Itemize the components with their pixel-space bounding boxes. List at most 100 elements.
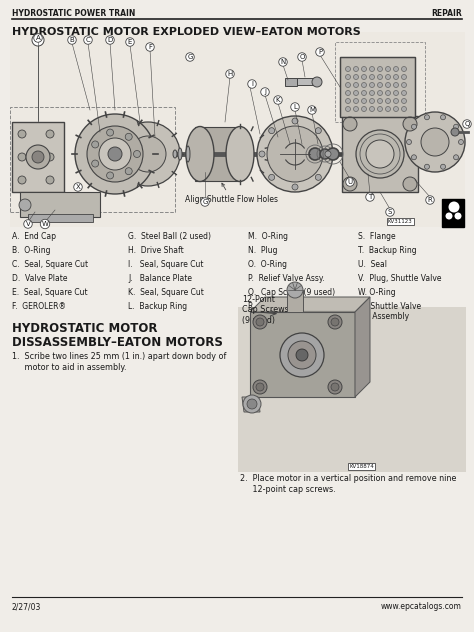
Bar [250, 319, 355, 322]
Circle shape [309, 148, 321, 160]
Bar [12, 122, 64, 192]
Bar [442, 199, 464, 227]
Bar [250, 394, 355, 397]
Ellipse shape [226, 126, 254, 181]
Text: E: E [128, 39, 132, 45]
Circle shape [454, 155, 458, 160]
Circle shape [292, 184, 298, 190]
Text: I.   Seal, Square Cut: I. Seal, Square Cut [128, 260, 203, 269]
Text: Q: Q [465, 121, 470, 127]
Bar [20, 192, 100, 217]
Circle shape [320, 149, 330, 159]
Text: H: H [228, 71, 233, 77]
Bar [250, 310, 355, 313]
Circle shape [362, 66, 366, 71]
Circle shape [385, 107, 391, 111]
Text: F.  GEROLER®: F. GEROLER® [12, 302, 66, 311]
Circle shape [401, 75, 407, 80]
Text: A: A [36, 35, 40, 41]
Bar [250, 313, 355, 316]
Circle shape [377, 83, 383, 87]
Text: R: R [428, 197, 432, 203]
Text: H.  Drive Shaft: H. Drive Shaft [128, 246, 184, 255]
Circle shape [403, 117, 417, 131]
Text: I: I [251, 81, 253, 87]
Circle shape [315, 128, 321, 133]
Circle shape [75, 114, 155, 194]
Circle shape [256, 318, 264, 326]
Text: T.  Backup Ring: T. Backup Ring [358, 246, 417, 255]
Circle shape [134, 150, 140, 157]
Circle shape [346, 66, 350, 71]
Circle shape [108, 147, 122, 161]
Circle shape [243, 395, 261, 413]
Ellipse shape [186, 126, 214, 181]
Circle shape [312, 77, 322, 87]
Circle shape [18, 176, 26, 184]
Circle shape [87, 126, 143, 182]
Circle shape [343, 117, 357, 131]
Circle shape [393, 66, 399, 71]
Polygon shape [355, 297, 370, 397]
Circle shape [405, 112, 465, 172]
Bar [10, 32, 465, 227]
Circle shape [296, 349, 308, 361]
Circle shape [458, 140, 464, 145]
Text: J: J [264, 89, 266, 95]
Circle shape [292, 118, 298, 124]
Circle shape [370, 83, 374, 87]
Circle shape [370, 99, 374, 104]
Text: N: N [281, 59, 286, 65]
Bar [250, 388, 355, 391]
Polygon shape [250, 297, 370, 312]
Text: M: M [309, 107, 315, 113]
Circle shape [393, 83, 399, 87]
Circle shape [91, 141, 99, 148]
Bar [250, 337, 355, 340]
Circle shape [440, 164, 446, 169]
Circle shape [331, 318, 339, 326]
Bar [10, 107, 175, 212]
Circle shape [377, 107, 383, 111]
Polygon shape [242, 397, 260, 412]
Circle shape [454, 125, 458, 129]
Bar [250, 334, 355, 337]
Circle shape [354, 90, 358, 95]
Circle shape [370, 75, 374, 80]
Bar [250, 367, 355, 370]
Circle shape [362, 90, 366, 95]
Circle shape [411, 125, 417, 129]
Circle shape [253, 315, 267, 329]
Circle shape [287, 282, 303, 298]
Text: 2/27/03: 2/27/03 [12, 602, 41, 611]
Circle shape [346, 99, 350, 104]
Text: 2.  Place motor in a vertical position and remove nine
     12-point cap screws.: 2. Place motor in a vertical position an… [240, 474, 456, 494]
Circle shape [401, 90, 407, 95]
Bar [195, 127, 240, 181]
Text: L: L [293, 104, 297, 110]
Text: C: C [86, 37, 91, 43]
Circle shape [385, 83, 391, 87]
Circle shape [253, 380, 267, 394]
Circle shape [280, 333, 324, 377]
Text: V.  Plug, Shuttle Valve: V. Plug, Shuttle Valve [358, 274, 441, 283]
Bar [250, 385, 355, 388]
Bar [297, 78, 317, 85]
Circle shape [269, 128, 274, 133]
Bar [250, 328, 355, 331]
Ellipse shape [178, 148, 182, 160]
Text: E.  Seal, Square Cut: E. Seal, Square Cut [12, 288, 88, 297]
Circle shape [424, 115, 429, 120]
Circle shape [327, 148, 339, 160]
Circle shape [401, 83, 407, 87]
Circle shape [362, 107, 366, 111]
Circle shape [448, 202, 459, 212]
Bar [335, 42, 425, 122]
Text: S.  Flange: S. Flange [358, 232, 396, 241]
Bar [287, 290, 303, 312]
Text: P: P [318, 49, 322, 55]
Circle shape [256, 383, 264, 391]
Text: A: A [36, 35, 41, 44]
Circle shape [346, 83, 350, 87]
Text: G: G [187, 54, 193, 60]
